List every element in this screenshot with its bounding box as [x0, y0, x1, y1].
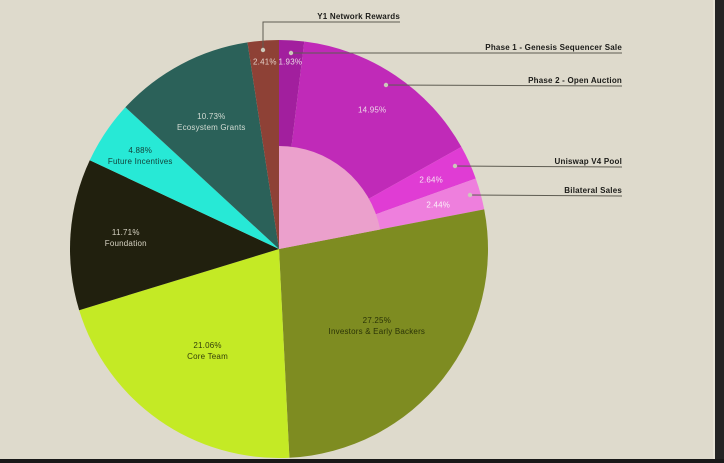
callout-label-phase-1-genesis-sequencer-sale: Phase 1 - Genesis Sequencer Sale [485, 43, 622, 52]
leader-dot-bilateral-sales [467, 192, 473, 198]
pie-slice-foundation[interactable] [69, 160, 279, 311]
window-edge-right [713, 0, 724, 463]
leader-line-bilateral-sales [469, 194, 623, 197]
leader-dot-uniswap-v4-pool [452, 163, 458, 169]
pie-slice-core-team[interactable] [79, 249, 290, 458]
pie-slice-investors-early-backers[interactable] [279, 209, 488, 458]
window-edge-bottom [0, 459, 724, 463]
pie-slice-ecosystem-grants[interactable] [125, 42, 280, 249]
leader-line-phase-2-open-auction [385, 84, 623, 87]
callout-label-y1-network-rewards: Y1 Network Rewards [317, 12, 400, 21]
leader-line-uniswap-v4-pool [454, 165, 623, 168]
callout-label-bilateral-sales: Bilateral Sales [564, 186, 622, 195]
pie-slice-y1-network-rewards[interactable] [247, 40, 279, 249]
leader-dot-phase-1-genesis-sequencer-sale [288, 50, 294, 56]
leader-dot-phase-2-open-auction [383, 82, 389, 88]
leader-line-y1-network-rewards [262, 21, 400, 50]
inner-sale-group-overlay [279, 145, 381, 249]
callout-label-uniswap-v4-pool: Uniswap V4 Pool [554, 157, 622, 166]
pie-slice-future-incentives[interactable] [89, 107, 279, 249]
callout-label-phase-2-open-auction: Phase 2 - Open Auction [528, 76, 622, 85]
leader-dot-y1-network-rewards [260, 47, 266, 53]
